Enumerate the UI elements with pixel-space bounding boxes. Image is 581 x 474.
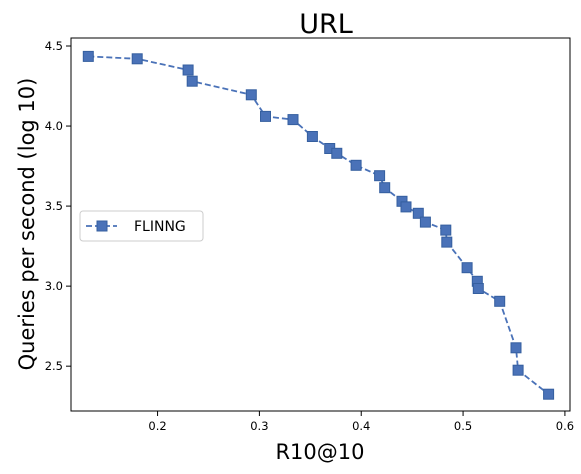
data-point xyxy=(441,236,453,248)
data-point xyxy=(306,131,318,142)
data-point xyxy=(186,75,198,87)
y-tick-label: 3.0 xyxy=(45,279,63,293)
data-point xyxy=(287,114,299,126)
legend: FLINNG xyxy=(79,210,204,242)
plot-frame xyxy=(70,37,571,412)
data-point xyxy=(510,342,522,354)
x-tick-label: 0.6 xyxy=(556,419,574,433)
data-point xyxy=(461,262,473,274)
data-point xyxy=(412,207,424,219)
data-point xyxy=(82,50,94,62)
legend-series-label: FLINNG xyxy=(134,219,186,235)
y-tick-label: 4.5 xyxy=(45,39,63,53)
series-layer xyxy=(82,50,555,400)
x-axis-label: R10@10 xyxy=(275,440,364,464)
data-point xyxy=(472,283,484,294)
data-point xyxy=(440,224,452,236)
data-point xyxy=(543,388,555,400)
data-point xyxy=(182,64,194,76)
chart-title: URL xyxy=(299,9,353,40)
data-point xyxy=(379,182,391,194)
legend-series-marker xyxy=(96,220,108,232)
data-point xyxy=(350,159,362,171)
plot-area: 0.2 0.3 0.4 0.5 0.6 2.5 3.0 3.5 4.0 4.5 xyxy=(45,37,574,433)
x-tick-label: 0.4 xyxy=(352,419,370,433)
data-point xyxy=(374,170,386,182)
data-point xyxy=(245,89,257,101)
x-tick-label: 0.5 xyxy=(454,419,472,433)
y-axis-label: Queries per second (log 10) xyxy=(15,78,39,371)
x-axis: 0.2 0.3 0.4 0.5 0.6 xyxy=(148,411,574,433)
y-tick-label: 4.0 xyxy=(45,119,63,133)
x-tick-label: 0.3 xyxy=(250,419,268,433)
data-point xyxy=(494,295,506,307)
data-point xyxy=(400,201,412,213)
y-tick-label: 3.5 xyxy=(45,199,63,213)
x-tick-label: 0.2 xyxy=(148,419,166,433)
y-tick-label: 2.5 xyxy=(45,359,63,373)
y-axis: 2.5 3.0 3.5 4.0 4.5 xyxy=(45,39,71,373)
data-point xyxy=(131,53,143,65)
data-point xyxy=(419,216,431,228)
data-point xyxy=(512,364,524,376)
data-point xyxy=(331,147,343,159)
data-point xyxy=(260,110,271,122)
legend-box xyxy=(79,210,204,242)
